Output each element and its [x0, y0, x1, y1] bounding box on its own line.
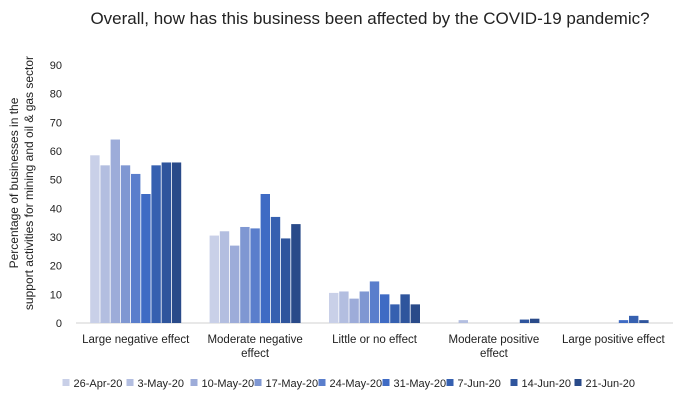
legend-swatch [62, 379, 70, 386]
category-label: Large negative effect [82, 334, 190, 346]
y-tick-label: 80 [50, 89, 62, 101]
legend-swatch [318, 379, 326, 386]
legend-swatch [382, 379, 390, 386]
category-label: Little or no effect [332, 334, 418, 346]
legend-swatch [574, 379, 582, 386]
bar-7-Jun-20-4 [629, 315, 639, 323]
bar-14-Jun-20-4 [639, 320, 649, 323]
bar-14-Jun-20-2 [400, 294, 410, 323]
category-label: Large positive effect [562, 334, 666, 346]
legend-swatch [254, 379, 262, 386]
legend-label: 7-Jun-20 [458, 378, 501, 390]
bar-7-Jun-20-2 [390, 304, 400, 323]
legend-swatch [126, 379, 134, 386]
legend-item: 7-Jun-20 [446, 378, 501, 390]
y-axis-label-line-1: Percentage of businesses in the [7, 97, 21, 268]
category-labels: Large negative effect Moderate negative ef… [82, 334, 665, 360]
legend-swatch [510, 379, 518, 386]
bar-31-May-20-4 [618, 320, 629, 323]
legend-item: 26-Apr-20 [62, 378, 123, 390]
bar-17-May-20-0 [120, 165, 131, 323]
bar-17-May-20-1 [240, 226, 250, 323]
chart-title: Overall, how has this business been affe… [90, 9, 649, 28]
bar-17-May-20-2 [359, 291, 369, 323]
legend-swatch [446, 379, 454, 386]
bar-21-Jun-20-1 [291, 224, 301, 323]
bar-10-May-20-0 [110, 139, 120, 323]
bar-14-Jun-20-0 [161, 162, 171, 323]
bars [90, 139, 649, 323]
y-tick-label: 20 [50, 261, 62, 273]
y-axis-label-line-2: support activities for mining and oil & … [22, 56, 36, 310]
legend-swatch [190, 379, 198, 386]
y-tick-label: 90 [50, 60, 62, 72]
bar-3-May-20-1 [219, 231, 230, 323]
bar-7-Jun-20-0 [151, 165, 161, 323]
bar-7-Jun-20-1 [270, 216, 281, 323]
legend-label: 24-May-20 [330, 378, 383, 390]
legend-label: 10-May-20 [202, 378, 255, 390]
legend-label: 3-May-20 [138, 378, 184, 390]
y-tick-label: 40 [50, 203, 62, 215]
bar-31-May-20-1 [260, 194, 270, 323]
bar-21-Jun-20-3 [530, 318, 540, 323]
bar-26-Apr-20-0 [90, 155, 100, 323]
legend-item: 17-May-20 [254, 378, 319, 390]
legend-label: 31-May-20 [394, 378, 447, 390]
y-tick-label: 50 [50, 175, 62, 187]
legend-label: 26-Apr-20 [74, 378, 123, 390]
category-label: Moderate negative effect [207, 334, 302, 360]
legend-item: 31-May-20 [382, 378, 447, 390]
legend-item: 14-Jun-20 [510, 378, 572, 390]
legend-item: 21-Jun-20 [574, 378, 636, 390]
bar-24-May-20-0 [131, 173, 141, 323]
bar-31-May-20-2 [380, 294, 390, 323]
bar-31-May-20-0 [141, 194, 151, 323]
legend-item: 10-May-20 [190, 378, 255, 390]
bar-26-Apr-20-1 [209, 235, 219, 323]
y-tick-label: 70 [50, 117, 62, 129]
y-tick-label: 0 [56, 318, 62, 330]
legend: 26-Apr-20 3-May-20 10-May-20 17-May-20 24-Ma… [62, 378, 636, 390]
bar-14-Jun-20-3 [519, 319, 530, 323]
bar-14-Jun-20-1 [281, 238, 291, 323]
y-axis-ticks: 0 10 20 30 40 50 60 70 80 90 [50, 60, 62, 330]
bar-3-May-20-0 [100, 165, 110, 323]
bar-24-May-20-1 [250, 228, 260, 323]
bar-10-May-20-1 [230, 245, 240, 323]
legend-label: 17-May-20 [266, 378, 319, 390]
bar-21-Jun-20-0 [171, 162, 182, 323]
bar-26-Apr-20-2 [329, 292, 339, 323]
bar-24-May-20-2 [369, 281, 380, 323]
bar-3-May-20-2 [339, 291, 349, 323]
y-tick-label: 30 [50, 232, 62, 244]
legend-item: 3-May-20 [126, 378, 184, 390]
bar-3-May-20-3 [458, 320, 468, 323]
bar-21-Jun-20-2 [410, 304, 420, 323]
legend-item: 24-May-20 [318, 378, 383, 390]
y-axis-label: Percentage of businesses in the support … [7, 56, 36, 310]
legend-label: 14-Jun-20 [522, 378, 572, 390]
y-tick-label: 10 [50, 289, 62, 301]
category-label: Moderate positive effect [449, 334, 540, 360]
y-tick-label: 60 [50, 146, 62, 158]
bar-10-May-20-2 [349, 298, 359, 323]
legend-label: 21-Jun-20 [586, 378, 636, 390]
